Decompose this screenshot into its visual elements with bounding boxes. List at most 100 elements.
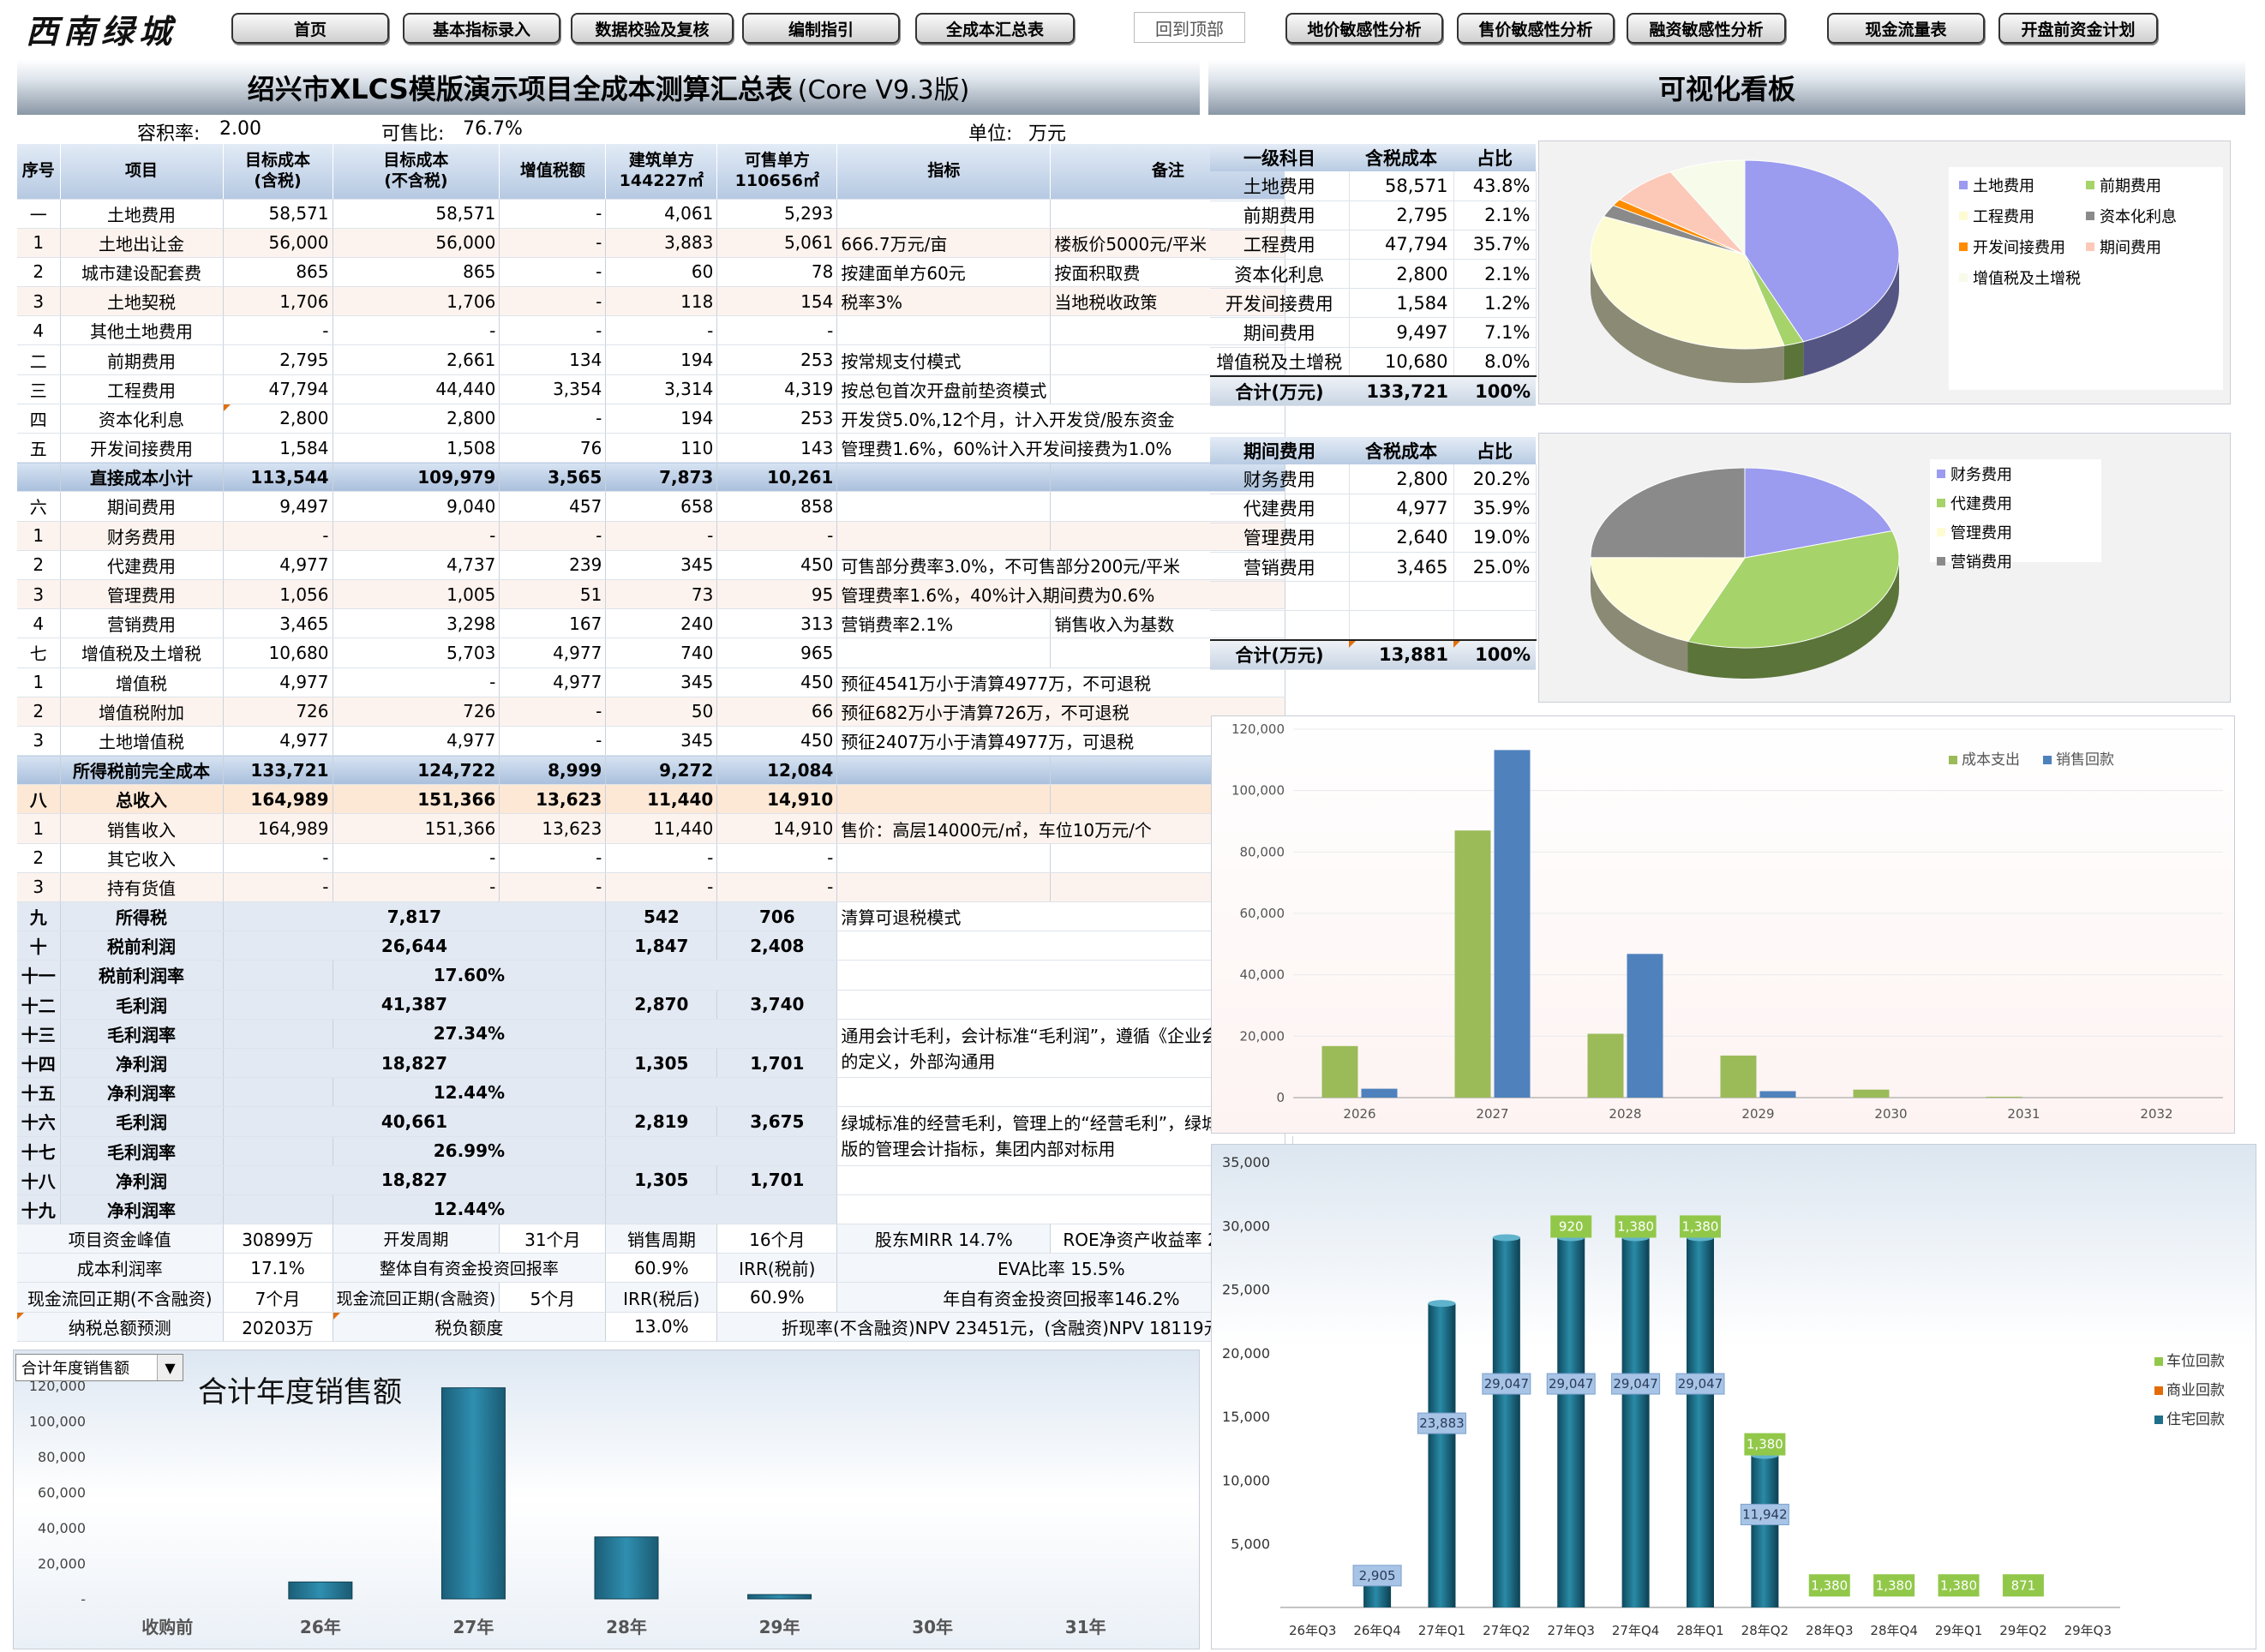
summary-category: 代建费用: [1210, 494, 1350, 524]
kpi-value: 20203万: [223, 1312, 333, 1342]
kpi-value: 13.0%: [605, 1312, 718, 1342]
x-tick-label: 26年: [300, 1617, 341, 1637]
summary-amount: 3,465: [1349, 552, 1454, 583]
nav-cashflow-button[interactable]: 现金流量表: [1827, 13, 1985, 44]
pie-side-1: [1687, 558, 1899, 679]
profit-sale-unit: 706: [716, 901, 838, 932]
nav-guide-button[interactable]: 编制指引: [742, 13, 900, 44]
cell-sale-unit: 10,261: [716, 462, 838, 493]
summary-amount: 2,800: [1349, 464, 1454, 494]
cell-cost-excl: -: [333, 872, 500, 903]
cell-seq: 1: [17, 228, 61, 258]
cell-seq: 3: [17, 579, 61, 610]
bar-销售回款-2029: [1759, 1091, 1796, 1098]
legend-item: 管理费用: [1937, 523, 2094, 542]
table-row: 八总收入 164,989 151,366 13,623 11,440 14,910: [17, 784, 1293, 815]
legend-label: 营销费用: [1950, 554, 2012, 572]
pie-side-2: [1591, 254, 1784, 383]
table-row: 1 增值税 4,977-4,977 345 450 预征4541万小于清算4977万，不可…: [17, 667, 1293, 697]
profit-sale-unit: 1,701: [716, 1165, 838, 1195]
nav-data-check-button[interactable]: 数据校验及复核: [571, 13, 734, 44]
profit-seq: 十: [17, 931, 61, 961]
cell-cost-excl: 9,040: [333, 491, 500, 522]
summary-percent: 7.1%: [1453, 317, 1537, 348]
legend-item: 营销费用: [1937, 552, 2094, 572]
profit-build-unit: 1,847: [605, 931, 718, 961]
cell-cost-incl: 56,000: [223, 228, 333, 258]
pie-slice-财务费用: [1744, 467, 1893, 559]
chevron-down-icon[interactable]: ▼: [157, 1355, 183, 1380]
cell-indicator: [836, 872, 1052, 903]
chart-selector-dropdown[interactable]: 合计年度销售额 ▼: [15, 1354, 183, 1381]
cell-sale-unit: 5,293: [716, 199, 838, 229]
profit-build-unit: 542: [605, 901, 718, 932]
summary-category: 前期费用: [1210, 201, 1350, 230]
nav-full-cost-button[interactable]: 全成本汇总表: [915, 13, 1075, 44]
profit-row: 十一 税前利润率 17.60%: [17, 960, 1293, 991]
cell-cost-incl: 1,584: [223, 433, 333, 464]
cell-item: 土地费用: [60, 199, 224, 229]
x-tick-label: 2026: [1343, 1106, 1375, 1122]
profit-blank: [605, 960, 838, 991]
cell-cost-excl: 4,737: [333, 550, 500, 580]
x-tick-label: 27年Q1: [1418, 1623, 1465, 1638]
cell-build-unit: 50: [605, 697, 718, 727]
back-to-top-button[interactable]: 回到顶部: [1134, 12, 1245, 43]
summary-percent: 8.0%: [1453, 347, 1537, 377]
profit-rate: 27.34%: [333, 1019, 607, 1049]
legend-swatch: [1937, 499, 1945, 507]
x-tick-label: 28年Q2: [1741, 1623, 1789, 1638]
summary-amount: 2,795: [1349, 201, 1454, 230]
nav-finance-sensitivity-button[interactable]: 融资敏感性分析: [1627, 13, 1786, 44]
cell-item: 销售收入: [60, 813, 224, 844]
cell-cost-incl: 1,056: [223, 579, 333, 610]
cell-indicator: [836, 491, 1052, 522]
nav-indicator-input-button[interactable]: 基本指标录入: [403, 13, 560, 44]
cell-cost-excl: 3,298: [333, 608, 500, 639]
nav-land-sensitivity-button[interactable]: 地价敏感性分析: [1285, 13, 1443, 44]
cell-indicator: [836, 755, 1052, 786]
cell-item: 前期费用: [60, 344, 224, 375]
cell-build-unit: 658: [605, 491, 718, 522]
kpi-label: 纳税总额预测: [17, 1312, 224, 1342]
profit-seq: 九: [17, 901, 61, 932]
legend-item: 增值税及土增税: [1959, 268, 2086, 288]
profit-blank: [223, 1136, 333, 1166]
cell-vat: 13,623: [499, 784, 607, 815]
profit-blank: [223, 1194, 333, 1225]
summary-row: 工程费用 47,794 35.7%: [1210, 230, 1537, 260]
cell-seq: 4: [17, 315, 61, 346]
cell-vat: -: [499, 199, 607, 229]
data-label-parking: 920: [1559, 1218, 1584, 1234]
bar-28年: [594, 1536, 659, 1600]
profit-value: 40,661: [223, 1106, 607, 1137]
profit-row: 十五 净利润率 12.44%: [17, 1077, 1293, 1108]
cell-cost-incl: 164,989: [223, 813, 333, 844]
table-row: 七增值税及土增税 10,680 5,703 4,977 740 965: [17, 637, 1293, 668]
legend-label: 增值税及土增税: [1973, 270, 2081, 288]
summary-category: 土地费用: [1210, 171, 1350, 201]
cost-pie-panel: 土地费用 前期费用 工程费用 资本化利息 开发间接费用 期间费用 增值税及土增税: [1538, 141, 2231, 404]
cell-indicator: 按总包首次开盘前垫资模式: [836, 374, 1052, 404]
pie-side-0: [1803, 254, 1899, 376]
nav-pre-opening-funds-button[interactable]: 开盘前资金计划: [1998, 13, 2158, 44]
data-label-parking: 871: [2011, 1577, 2036, 1593]
cell-item: 土地增值税: [60, 726, 224, 757]
cell-vat: 4,977: [499, 667, 607, 697]
legend-swatch: [2154, 1386, 2163, 1395]
cost-pct-header: 占比: [1453, 144, 1536, 171]
nav-home-button[interactable]: 首页: [231, 13, 389, 44]
summary-amount: 4,977: [1349, 494, 1454, 524]
cell-sale-unit: 95: [716, 579, 838, 610]
cell-seq: 2: [17, 843, 61, 873]
x-tick-label: 27年Q3: [1548, 1623, 1595, 1638]
nav-price-sensitivity-button[interactable]: 售价敏感性分析: [1457, 13, 1615, 44]
y-tick-label: 25,000: [1222, 1282, 1270, 1298]
summary-row: 前期费用 2,795 2.1%: [1210, 201, 1537, 230]
cell-sale-unit: 965: [716, 637, 838, 668]
data-label-bg: [1744, 1433, 1786, 1456]
table-row: 三工程费用 47,794 44,440 3,354 3,314 4,319 按总包首次开盘前…: [17, 374, 1293, 404]
data-label-bg: [1550, 1215, 1592, 1238]
data-label-bg: [1611, 1373, 1661, 1395]
profit-row: 十八 净利润 18,827 1,305 1,701: [17, 1165, 1293, 1195]
